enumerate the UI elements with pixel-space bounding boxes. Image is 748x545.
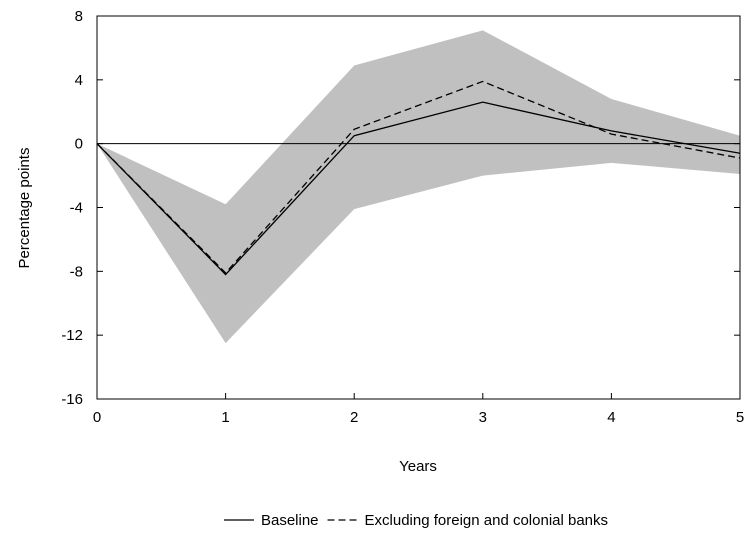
x-axis-title: Years	[399, 458, 437, 475]
series-line-baseline	[96, 101, 741, 276]
x-tick-label: 1	[221, 409, 229, 426]
legend: Baseline Excluding foreign and colonial b…	[223, 512, 609, 529]
y-axis-title: Percentage points	[16, 148, 33, 269]
y-tick-label: -12	[61, 327, 83, 344]
x-tick-label: 2	[350, 409, 358, 426]
axes-layer: 0 1 2 3 4 5 -16 -12 -8 -4 0 4 8	[61, 8, 744, 426]
x-tick-label: 3	[479, 409, 487, 426]
y-tick-label: 8	[75, 8, 83, 25]
x-tick-label: 0	[93, 409, 101, 426]
axis-label-layer: Years Percentage points	[16, 148, 437, 475]
x-tick-label: 5	[736, 409, 744, 426]
series-layer	[96, 80, 741, 276]
confidence-band-layer	[97, 30, 740, 344]
legend-label: Baseline	[261, 512, 319, 529]
series-line-excluding-foreign-colonial-banks	[96, 80, 741, 274]
y-tick-label: -4	[70, 200, 83, 217]
y-tick-label: -8	[70, 263, 83, 280]
x-tick-label: 4	[607, 409, 615, 426]
confidence-band	[97, 30, 740, 344]
legend-label: Excluding foreign and colonial banks	[365, 512, 609, 529]
legend-item: Excluding foreign and colonial banks	[327, 512, 609, 529]
y-tick-label: 0	[75, 136, 83, 153]
legend-item: Baseline	[223, 512, 319, 529]
y-tick-label: 4	[75, 72, 83, 89]
y-tick-label: -16	[61, 391, 83, 408]
